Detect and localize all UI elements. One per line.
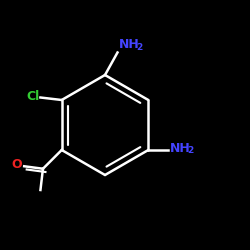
Text: 2: 2	[188, 146, 194, 155]
Text: NH: NH	[170, 142, 190, 155]
Text: O: O	[11, 158, 22, 172]
Text: 2: 2	[137, 43, 143, 52]
Text: Cl: Cl	[26, 90, 39, 103]
Text: NH: NH	[119, 38, 140, 51]
